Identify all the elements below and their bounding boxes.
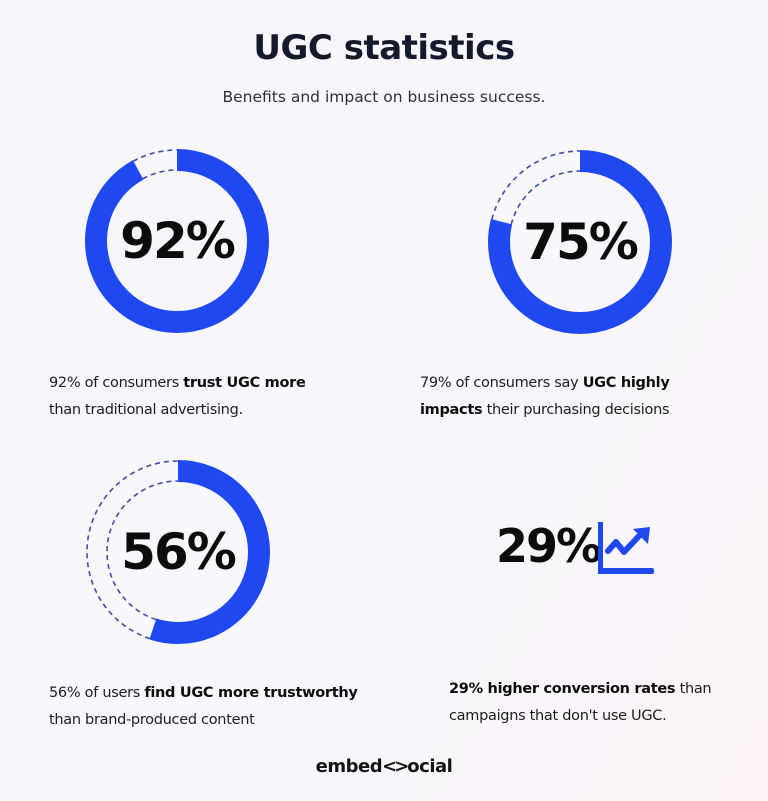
donut-ring (86, 460, 270, 644)
donut-value-label: 75% (523, 213, 639, 271)
donut-ring (85, 149, 269, 333)
donut-value-label: 56% (121, 523, 237, 581)
donut-chart-92: 92% (77, 141, 277, 341)
page-title: UGC statistics (253, 28, 515, 68)
stat-value-label: 29% (496, 519, 602, 573)
embedsocial-logo: embed<>ocial (315, 756, 453, 777)
stat-caption-2: 79% of consumers say UGC highly impacts t… (420, 375, 670, 418)
trending-up-chart-icon (598, 522, 655, 574)
stat-29-block: 29% (496, 518, 656, 574)
logo-mark-icon: <> (382, 756, 409, 777)
stat-caption-1: 92% of consumers trust UGC more than tra… (49, 375, 306, 418)
stat-caption-4: 29% higher conversion rates than campaig… (449, 681, 712, 724)
donut-chart-75: 75% (480, 142, 680, 342)
page-subtitle: Benefits and impact on business success. (222, 88, 546, 106)
donut-chart-56: 56% (78, 452, 278, 652)
donut-value-label: 92% (120, 212, 236, 270)
donut-ring (488, 150, 672, 334)
stat-caption-3: 56% of users find UGC more trustworthy t… (49, 685, 358, 728)
